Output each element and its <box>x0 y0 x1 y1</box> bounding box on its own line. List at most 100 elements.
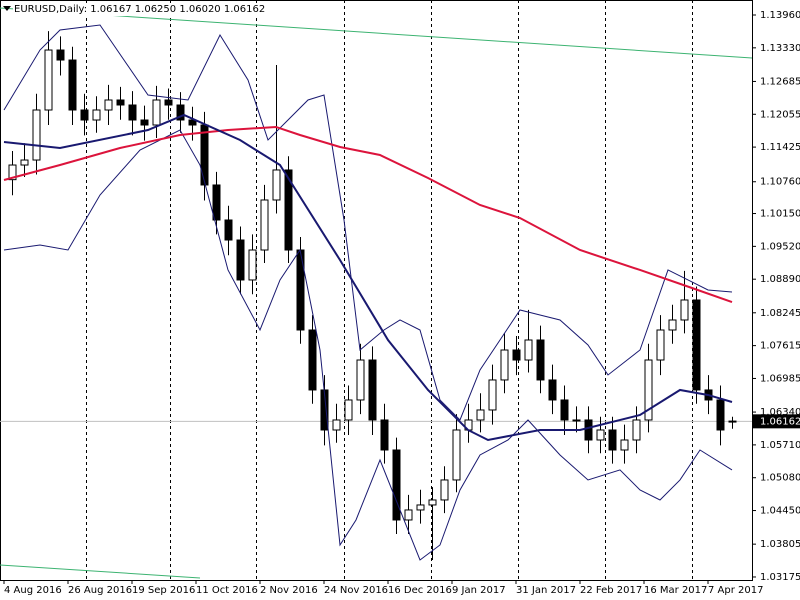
candle-body <box>536 339 545 381</box>
candle-body <box>572 419 581 422</box>
y-tick-label: 1.13330 <box>760 43 800 54</box>
indicator-line <box>3 113 733 442</box>
candle-body <box>428 499 437 506</box>
indicator-line <box>3 24 733 421</box>
candle-body <box>92 109 101 121</box>
candle-body <box>296 249 305 331</box>
candle-body <box>440 479 449 501</box>
candle-body <box>632 419 641 441</box>
y-tick-label: 1.07615 <box>760 341 800 352</box>
candle-body <box>8 164 17 181</box>
y-tick-label: 1.08245 <box>760 308 800 319</box>
x-tick-label: 26 Aug 2016 <box>68 585 132 596</box>
candle-body <box>20 159 29 166</box>
candle-body <box>176 104 185 121</box>
candle-body <box>488 379 497 411</box>
candle-body <box>356 359 365 401</box>
candle-body <box>584 419 593 441</box>
y-tick-label: 1.03175 <box>760 572 800 583</box>
x-tick-label: 9 Jan 2017 <box>452 585 506 596</box>
candle-body <box>236 239 245 281</box>
candle-body <box>248 249 257 281</box>
candle-body <box>272 169 281 201</box>
candle-body <box>380 419 389 451</box>
candle-body <box>332 419 341 431</box>
candle-body <box>68 59 77 111</box>
y-tick-label: 1.06340 <box>760 407 800 418</box>
candle-body <box>452 429 461 481</box>
y-tick-label: 1.10150 <box>760 209 800 220</box>
y-tick-label: 1.03805 <box>760 539 800 550</box>
y-tick-label: 1.12685 <box>760 76 800 87</box>
candle-body <box>512 349 521 361</box>
candle-body <box>368 359 377 421</box>
candle-body <box>692 299 701 391</box>
candle-body <box>500 349 509 381</box>
x-tick-label: 24 Nov 2016 <box>324 585 388 596</box>
candle-body <box>308 329 317 391</box>
y-tick-label: 1.13960 <box>760 10 800 21</box>
candle-body <box>620 439 629 451</box>
x-tick-label: 16 Dec 2016 <box>388 585 452 596</box>
plot-frame <box>0 0 753 581</box>
y-tick-label: 1.09520 <box>760 241 800 252</box>
candle-body <box>548 379 557 401</box>
candle-body <box>728 420 737 423</box>
candle-body <box>128 104 137 121</box>
y-tick-label: 1.04450 <box>760 506 800 517</box>
candle-body <box>416 504 425 511</box>
candle-body <box>200 124 209 186</box>
indicator-line <box>3 125 733 303</box>
menu-triangle[interactable] <box>3 6 11 11</box>
candle-body <box>668 319 677 331</box>
y-tick-label: 1.12055 <box>760 109 800 120</box>
title-background <box>13 3 267 16</box>
candle-body <box>608 429 617 451</box>
x-tick-label: 19 Sep 2016 <box>132 585 195 596</box>
candle-body <box>140 119 149 126</box>
period-separators <box>86 0 693 580</box>
indicator-line <box>3 129 733 561</box>
candle-body <box>152 99 161 126</box>
x-tick-label: 2 Nov 2016 <box>260 585 318 596</box>
x-tick-label: 11 Oct 2016 <box>196 585 258 596</box>
candle-body <box>344 399 353 421</box>
candle-body <box>680 299 689 321</box>
candle-body <box>284 169 293 251</box>
x-tick-label: 4 Aug 2016 <box>4 585 62 596</box>
y-tick-label: 1.06985 <box>760 373 800 384</box>
candle-body <box>104 99 113 111</box>
y-tick-label: 1.08890 <box>760 274 800 285</box>
candle-body <box>560 399 569 421</box>
chart-title: EURUSD,Daily: 1.06167 1.06250 1.06020 1.… <box>14 4 265 15</box>
y-tick-label: 1.05080 <box>760 473 800 484</box>
candle-body <box>260 199 269 251</box>
candle-body <box>212 184 221 221</box>
candle-body <box>188 119 197 126</box>
y-tick-label: 1.10760 <box>760 177 800 188</box>
candle-body <box>116 99 125 106</box>
x-tick-label: 22 Feb 2017 <box>580 585 642 596</box>
x-tick-label: 16 Mar 2017 <box>644 585 707 596</box>
y-tick-label: 1.05710 <box>760 440 800 451</box>
x-tick-label: 7 Apr 2017 <box>708 585 763 596</box>
current-price-box <box>753 414 800 429</box>
y-tick-label: 1.11425 <box>760 142 800 153</box>
candle-body <box>524 339 533 361</box>
candle-body <box>392 449 401 521</box>
candle-body <box>32 109 41 161</box>
indicator-line <box>0 564 201 579</box>
candle-body <box>164 99 173 106</box>
candle-body <box>716 399 725 431</box>
candle-body <box>644 359 653 421</box>
indicator-line <box>0 7 753 59</box>
candle-body <box>596 429 605 441</box>
current-price-label: 1.06162 <box>760 416 800 427</box>
candle-body <box>476 409 485 421</box>
candle-body <box>56 49 65 61</box>
candle-body <box>404 509 413 521</box>
candle-body <box>224 219 233 241</box>
candle-body <box>44 49 53 111</box>
